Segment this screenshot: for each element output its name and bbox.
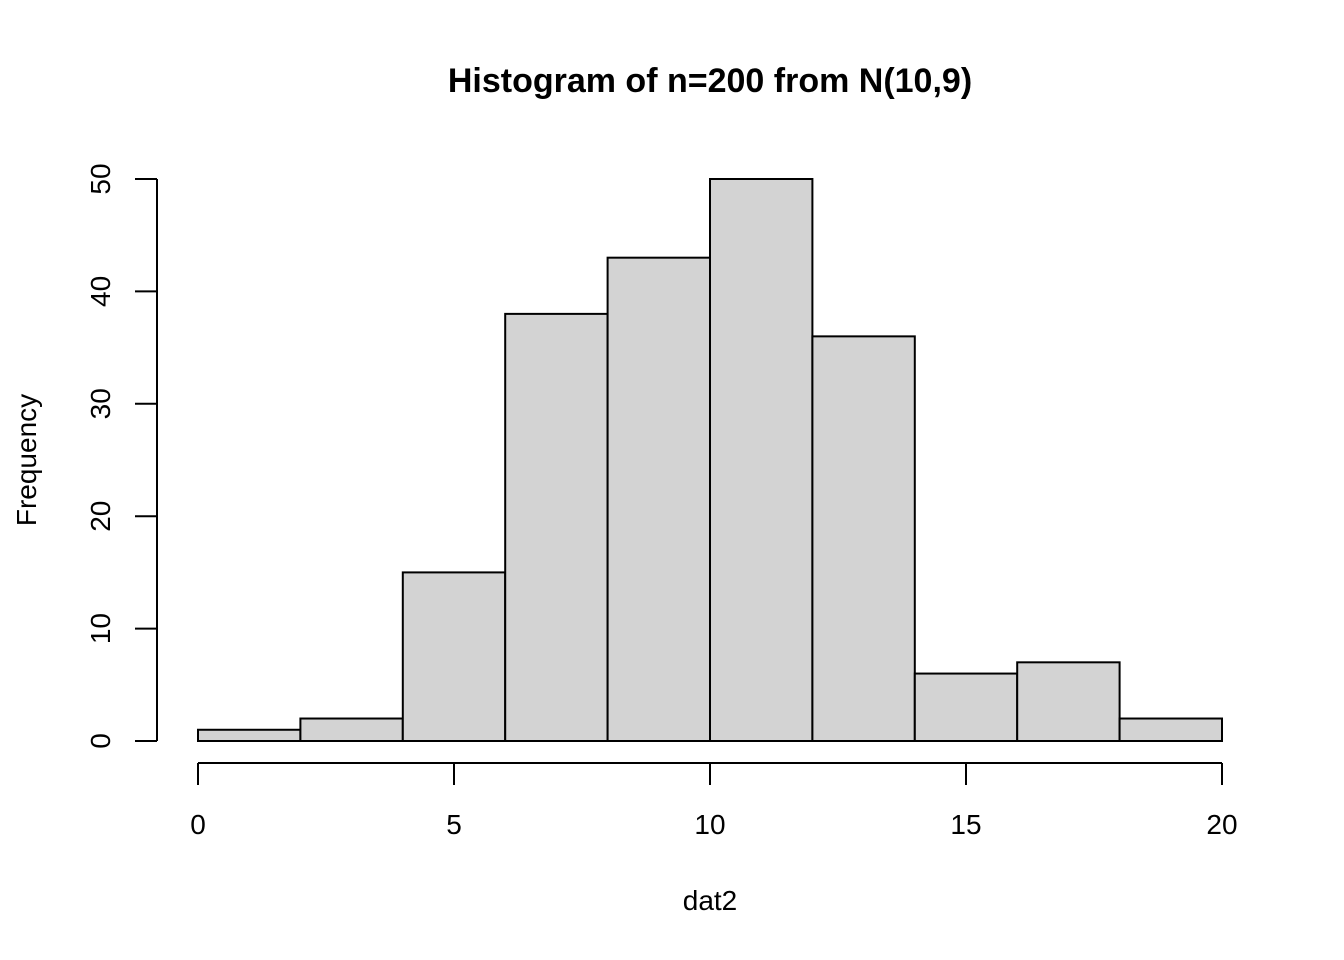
x-axis: 0 5 10 15 20 xyxy=(190,762,1238,840)
x-tick-label: 15 xyxy=(950,809,981,840)
y-tick-label: 10 xyxy=(85,613,116,644)
y-tick-label: 20 xyxy=(85,501,116,532)
bars-group xyxy=(197,178,1223,743)
histogram-bar-0 xyxy=(197,728,302,743)
histogram-bar-6 xyxy=(811,335,916,742)
x-tick-label: 10 xyxy=(694,809,725,840)
x-tick-label: 20 xyxy=(1206,809,1237,840)
histogram-bar-5 xyxy=(709,178,814,742)
histogram-bar-4 xyxy=(606,256,711,742)
histogram-bar-2 xyxy=(401,571,507,743)
histogram-bar-1 xyxy=(299,717,404,743)
x-tick-label: 0 xyxy=(190,809,206,840)
x-axis-label: dat2 xyxy=(683,885,738,916)
y-tick-label: 30 xyxy=(85,388,116,419)
y-tick-label: 50 xyxy=(85,163,116,194)
y-tick-label: 0 xyxy=(85,733,116,749)
y-axis-label: Frequency xyxy=(11,394,42,526)
x-tick-label: 5 xyxy=(446,809,462,840)
histogram-bar-7 xyxy=(913,672,1019,742)
histogram-bar-3 xyxy=(504,312,609,742)
chart-title: Histogram of n=200 from N(10,9) xyxy=(448,62,972,100)
y-tick-label: 40 xyxy=(85,276,116,307)
histogram-bar-9 xyxy=(1118,717,1223,743)
histogram-bar-8 xyxy=(1016,661,1121,743)
y-axis: 0 10 20 30 40 50 xyxy=(85,163,158,749)
